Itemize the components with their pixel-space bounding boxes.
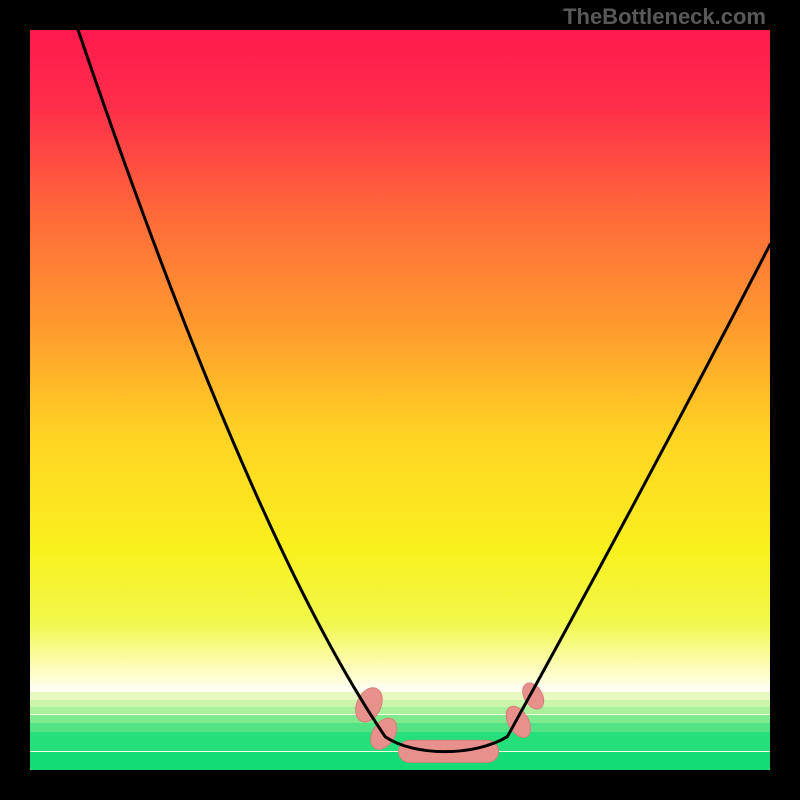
plot-area xyxy=(30,30,770,770)
border-right xyxy=(770,0,800,800)
watermark-text: TheBottleneck.com xyxy=(563,4,766,30)
border-bottom xyxy=(0,770,800,800)
curve-layer xyxy=(30,30,770,770)
markers-group xyxy=(350,679,548,762)
border-left xyxy=(0,0,30,800)
bottleneck-curve xyxy=(78,30,770,752)
